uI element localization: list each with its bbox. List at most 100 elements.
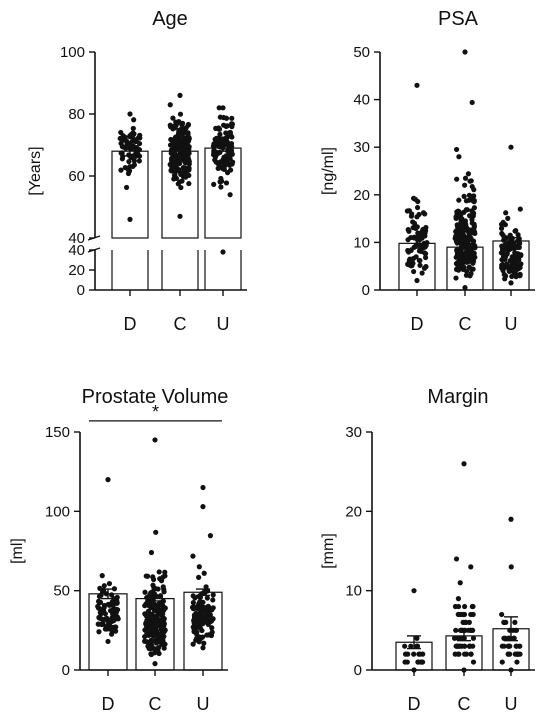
- data-point: [453, 627, 459, 633]
- data-point: [457, 580, 463, 586]
- data-point: [415, 659, 421, 665]
- data-point: [228, 142, 234, 148]
- data-point: [413, 254, 419, 260]
- data-point: [402, 643, 408, 649]
- data-point: [142, 589, 148, 595]
- data-point: [464, 259, 470, 265]
- data-point: [500, 254, 507, 260]
- y-tick-label: 20: [353, 187, 370, 204]
- data-point: [506, 643, 512, 649]
- data-point: [456, 197, 462, 203]
- data-point: [185, 131, 191, 138]
- data-point: [405, 247, 411, 254]
- data-point: [462, 285, 468, 291]
- data-point: [414, 224, 420, 230]
- x-category-label: C: [149, 694, 162, 714]
- data-point: [220, 114, 227, 121]
- data-point: [170, 115, 176, 121]
- data-point: [153, 529, 159, 535]
- data-point: [130, 125, 136, 132]
- data-point: [155, 621, 161, 627]
- data-point: [463, 238, 469, 244]
- data-point: [186, 159, 192, 165]
- data-point: [113, 612, 119, 618]
- data-point: [105, 638, 111, 645]
- data-point: [462, 182, 468, 188]
- data-point: [419, 659, 426, 665]
- data-point: [125, 166, 131, 173]
- y-tick-label: 40: [68, 230, 85, 247]
- data-point: [402, 659, 408, 665]
- y-tick-label: 10: [353, 234, 370, 251]
- data-point: [462, 175, 469, 181]
- data-point: [190, 600, 196, 606]
- data-point: [459, 258, 465, 264]
- data-point: [461, 611, 468, 618]
- data-point: [182, 154, 189, 160]
- data-point: [411, 588, 417, 594]
- data-point: [420, 651, 426, 657]
- data-point: [410, 260, 416, 266]
- data-point: [150, 582, 156, 588]
- data-point: [208, 632, 215, 639]
- data-point: [196, 564, 202, 570]
- data-point: [419, 270, 425, 276]
- data-point: [105, 477, 111, 483]
- data-point: [461, 461, 467, 467]
- data-point: [411, 651, 417, 657]
- data-point: [462, 252, 468, 258]
- data-point: [508, 280, 514, 286]
- data-point: [107, 608, 114, 614]
- data-point: [501, 271, 507, 278]
- data-point: [221, 164, 227, 170]
- data-point: [417, 262, 423, 268]
- data-point: [471, 205, 477, 211]
- data-point: [508, 516, 514, 522]
- data-point: [200, 645, 206, 651]
- x-category-label: D: [411, 314, 424, 334]
- data-point: [454, 176, 460, 182]
- data-point: [194, 605, 201, 611]
- y-tick-label: 0: [77, 282, 85, 299]
- data-point: [227, 129, 233, 136]
- data-point: [106, 580, 113, 587]
- data-point: [144, 573, 151, 579]
- data-point: [453, 556, 460, 562]
- data-point: [126, 158, 132, 165]
- data-point: [462, 651, 468, 657]
- chart-title: Margin: [427, 386, 488, 408]
- data-point: [177, 92, 183, 98]
- data-point: [210, 605, 216, 611]
- data-point: [131, 162, 137, 168]
- data-point: [215, 165, 221, 171]
- data-point: [457, 229, 463, 235]
- data-point: [101, 604, 107, 610]
- data-point: [118, 150, 124, 156]
- data-point: [468, 254, 474, 260]
- data-point: [201, 570, 207, 576]
- data-point: [127, 216, 133, 222]
- data-point: [178, 148, 184, 154]
- data-point: [422, 244, 428, 250]
- y-tick-label: 30: [353, 139, 370, 156]
- data-point: [224, 123, 230, 129]
- data-point: [155, 586, 161, 592]
- data-point: [420, 210, 427, 216]
- data-point: [454, 235, 460, 242]
- data-point: [453, 146, 460, 153]
- data-point: [207, 533, 214, 539]
- y-tick-label: 100: [60, 44, 85, 61]
- data-point: [101, 583, 107, 589]
- data-point: [220, 105, 226, 111]
- data-point: [457, 635, 463, 641]
- data-point: [158, 625, 164, 631]
- data-point: [216, 105, 222, 111]
- data-point: [405, 237, 411, 243]
- data-point: [203, 616, 209, 622]
- y-axis-label: [ml]: [9, 538, 26, 564]
- data-point: [469, 183, 475, 190]
- data-point: [468, 271, 474, 277]
- data-point: [120, 133, 126, 139]
- data-point: [506, 635, 512, 641]
- data-point: [96, 629, 102, 635]
